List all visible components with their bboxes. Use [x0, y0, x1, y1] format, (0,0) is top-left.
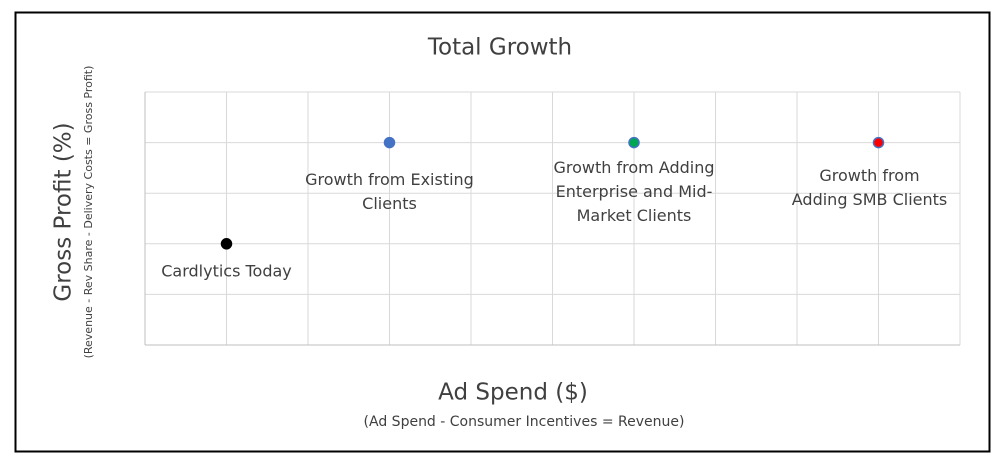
point-label: Clients — [362, 194, 417, 213]
point-label: Adding SMB Clients — [792, 190, 947, 209]
point — [383, 136, 396, 149]
point-label: Growth from Existing — [305, 170, 474, 189]
point-label: Growth from Adding — [553, 158, 714, 177]
chart-title: Total Growth — [427, 35, 572, 61]
y-axis-subtitle: (Revenue - Rev Share - Delivery Costs = … — [82, 66, 95, 359]
point-label: Enterprise and Mid- — [556, 182, 713, 201]
chart-border — [14, 11, 991, 453]
x-axis-title: Ad Spend ($) — [438, 380, 588, 406]
point-label: Growth from — [819, 166, 919, 185]
point — [628, 136, 640, 149]
x-axis-subtitle: (Ad Spend - Consumer Incentives = Revenu… — [364, 414, 685, 430]
y-axis-title: Gross Profit (%) — [51, 122, 77, 301]
point — [220, 238, 233, 250]
point-label: Market Clients — [577, 206, 692, 225]
point — [872, 136, 885, 149]
point-label: Cardlytics Today — [161, 261, 292, 280]
